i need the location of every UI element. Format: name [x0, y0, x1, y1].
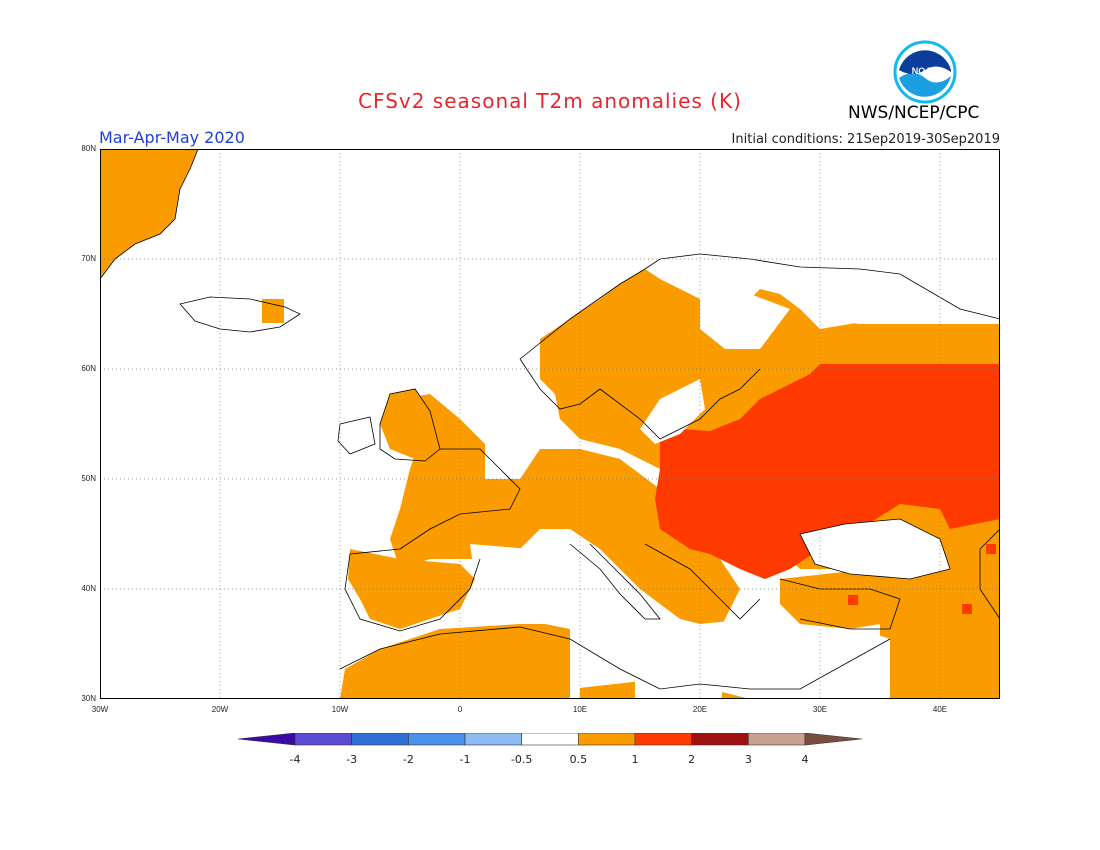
coast-norway-south: [519, 358, 601, 410]
coast-baltic: [599, 368, 761, 440]
coast-europe-west: [399, 448, 521, 550]
season-label: Mar-Apr-May 2020: [99, 128, 245, 147]
colorbar-tick-label: 4: [801, 753, 809, 766]
coast-ireland: [337, 416, 376, 455]
anomaly-red-cell-2: [962, 604, 972, 614]
lon-label: 30E: [812, 705, 828, 714]
anomaly-turkey: [780, 569, 950, 629]
lon-label: 10E: [572, 705, 588, 714]
anomaly-iberia: [348, 549, 475, 629]
lon-label: 0: [457, 705, 463, 714]
colorbar-tick-label: 2: [688, 753, 696, 766]
gap-mediterranean: [470, 544, 890, 699]
anomaly-red-cell-1: [848, 595, 858, 605]
colorbar-tick-label: -0.5: [510, 753, 533, 766]
colorbar-end-high: [804, 733, 862, 746]
gap-baltic: [640, 379, 705, 444]
colorbar-tick-label: -4: [289, 753, 301, 766]
colorbar-segment: [748, 733, 806, 746]
lat-label: 50N: [81, 474, 96, 483]
anomaly-uk: [380, 389, 440, 459]
logo-text: NOAA: [912, 66, 939, 76]
coast-balkans: [644, 543, 761, 620]
coast-iceland: [179, 296, 301, 333]
lon-label: 20W: [211, 705, 229, 714]
coast-caspian: [979, 528, 1000, 620]
colorbar-tick-label: 3: [744, 753, 752, 766]
colorbar-segment: [691, 733, 749, 746]
colorbar-tick-label: -3: [346, 753, 358, 766]
coast-iberia: [344, 548, 481, 632]
coast-greenland: [100, 149, 199, 280]
anomaly-middle-east: [890, 609, 1000, 699]
lat-label: 40N: [81, 584, 96, 593]
lon-label: 20E: [692, 705, 708, 714]
anomaly-map: [100, 149, 1000, 699]
anomaly-fields: [100, 149, 1000, 699]
coast-black-sea: [799, 518, 951, 580]
colorbar-segment: [464, 733, 522, 746]
anomaly-east-europe-red: [655, 364, 1000, 579]
colorbar-tick-label: 1: [631, 753, 639, 766]
lat-label: 30N: [81, 694, 96, 703]
colorbar-segment: [578, 733, 636, 746]
chart-title: CFSv2 seasonal T2m anomalies (K): [358, 89, 742, 113]
noaa-logo: NOAA: [893, 40, 957, 104]
colorbar-segment: [408, 733, 466, 746]
lon-label: 30W: [91, 705, 109, 714]
lat-label: 80N: [81, 144, 96, 153]
colorbar-tick-label: -2: [402, 753, 414, 766]
lat-label: 60N: [81, 364, 96, 373]
lon-label: 40E: [932, 705, 948, 714]
coastlines: [100, 149, 1000, 690]
gap-black-sea: [800, 519, 950, 579]
colorbar-segment: [351, 733, 409, 746]
initial-conditions-label: Initial conditions: 21Sep2019-30Sep2019: [731, 132, 1000, 147]
gap-finland: [700, 294, 790, 349]
agency-label: NWS/NCEP/CPC: [848, 103, 980, 123]
anomaly-west-europe: [390, 394, 740, 629]
colorbar: [238, 733, 862, 746]
colorbar-segment: [294, 733, 352, 746]
colorbar-tick-label: 0.5: [569, 753, 588, 766]
coast-scandinavia: [519, 253, 1000, 360]
colorbar-tick-label: -1: [459, 753, 471, 766]
colorbar-segment: [634, 733, 692, 746]
coast-north-africa: [339, 626, 891, 690]
anomaly-greenland: [100, 149, 198, 279]
colorbar-segment: [521, 733, 579, 746]
anomaly-red-cell-3: [986, 544, 996, 554]
lon-label: 10W: [331, 705, 349, 714]
anomaly-iceland: [262, 299, 284, 323]
colorbar-end-low: [238, 733, 296, 746]
coast-italy: [569, 543, 661, 620]
anomaly-north-africa: [340, 624, 570, 699]
lat-label: 70N: [81, 254, 96, 263]
